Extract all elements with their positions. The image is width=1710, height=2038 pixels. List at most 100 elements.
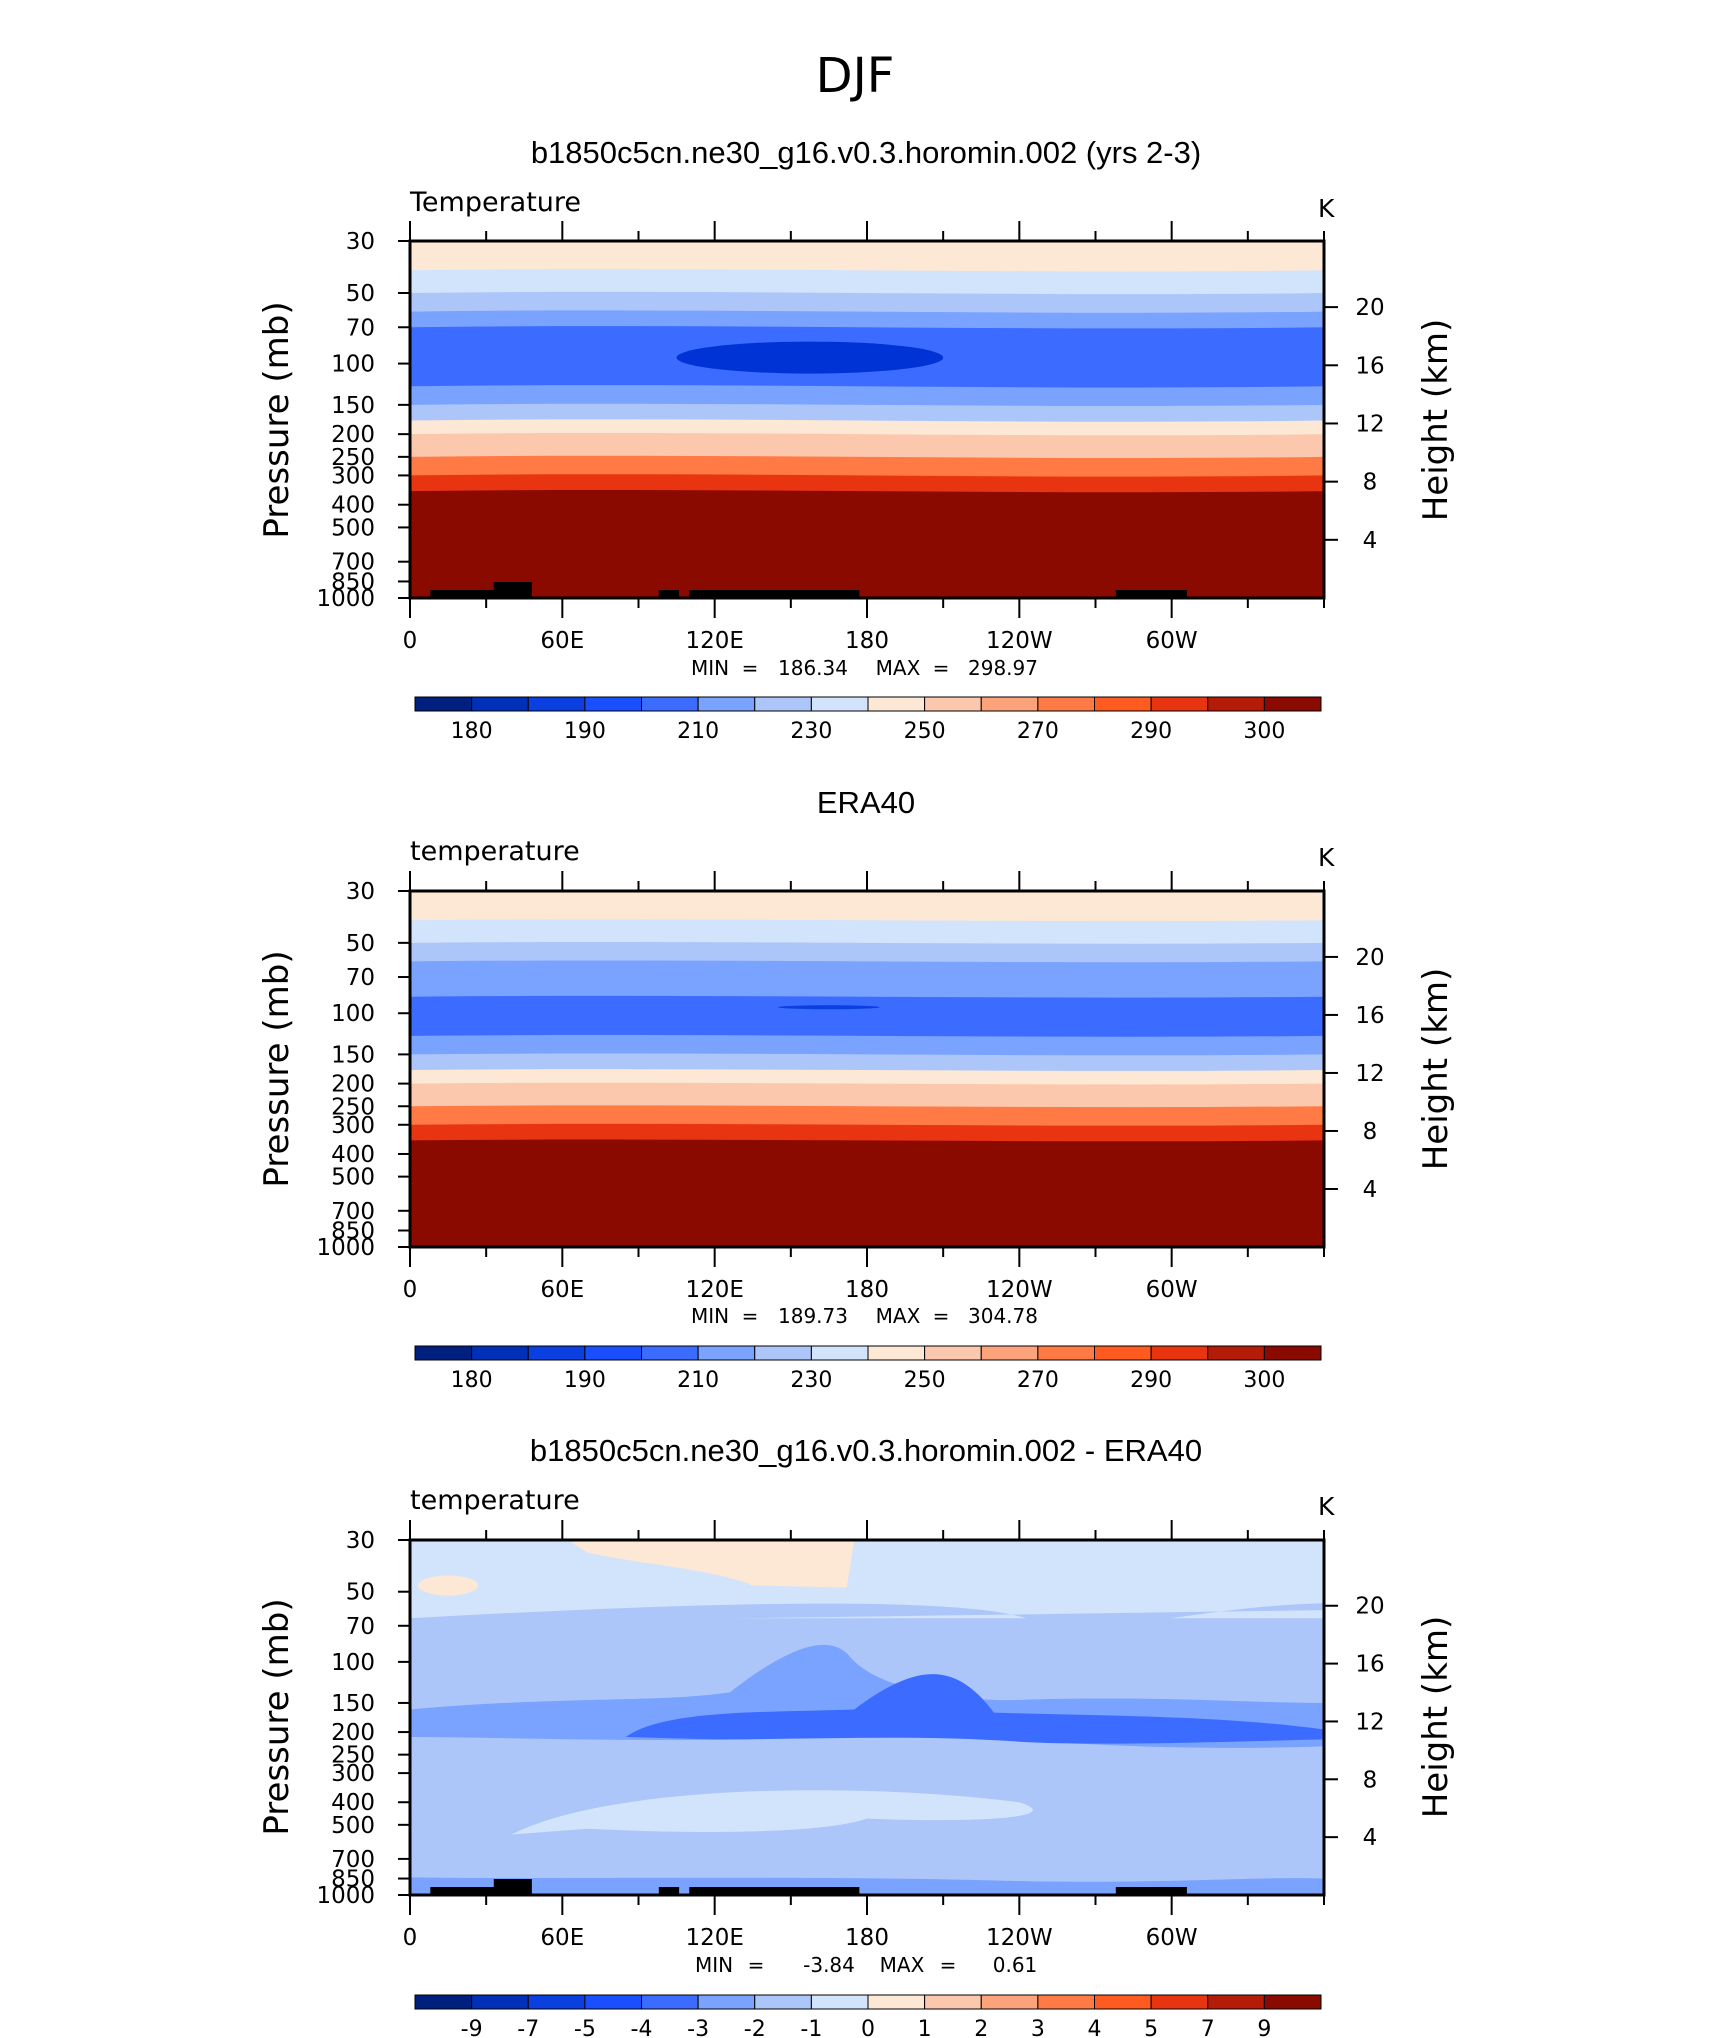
units-label: K — [1318, 843, 1335, 872]
temperature-band — [410, 960, 1324, 980]
colorbar-swatch — [754, 1345, 812, 1361]
temperature-band — [410, 1165, 1324, 1179]
y2-tick-label: 20 — [1355, 295, 1384, 321]
cold-anomaly — [778, 1005, 880, 1010]
temperature-band — [410, 362, 1324, 389]
colorbar-label: 290 — [1130, 719, 1172, 744]
stats-line: MIN = 186.34 MAX = 298.97 — [691, 656, 1038, 680]
y2-axis-title: Height (km) — [1416, 1616, 1456, 1819]
colorbar-label: 4 — [1088, 2017, 1102, 2038]
y-tick-label: 700 — [331, 550, 375, 576]
orography-mask — [430, 1887, 507, 1895]
temperature-band — [410, 419, 1324, 437]
max-equals: = — [933, 1304, 950, 1328]
y-tick-label: 150 — [331, 393, 375, 419]
variable-label: Temperature — [409, 187, 581, 218]
colorbar-label: 2 — [974, 2017, 988, 2038]
colorbar-swatch — [1207, 696, 1265, 712]
colorbar-swatch — [414, 1345, 473, 1361]
y2-axis-ticks: 20 16 12 8 4 — [1324, 295, 1385, 554]
colorbar-swatch — [1037, 696, 1095, 712]
y-tick-label: 850 — [331, 569, 375, 595]
colorbar-swatch — [924, 1994, 982, 2010]
colorbar-label: 230 — [790, 719, 832, 744]
colorbar-swatch — [810, 1994, 869, 2010]
orography-mask — [1115, 1887, 1187, 1895]
colorbar-label: 290 — [1130, 1368, 1172, 1393]
y-tick-label: 50 — [346, 931, 375, 957]
temperature-band — [410, 1220, 1324, 1233]
y2-tick-label: 8 — [1363, 1767, 1378, 1793]
colorbar-label: -1 — [800, 2017, 822, 2038]
contour-field — [410, 1540, 1324, 1895]
colorbar-swatch — [1150, 1994, 1209, 2010]
x-tick-label: 60W — [1146, 628, 1198, 654]
y-tick-label: 200 — [331, 1720, 375, 1746]
y-tick-label: 500 — [331, 1813, 375, 1839]
min-equals: = — [742, 656, 759, 680]
colorbar-swatch — [527, 1345, 586, 1361]
panel-title: b1850c5cn.ne30_g16.v0.3.horomin.002 (yrs… — [531, 135, 1201, 170]
y-tick-label: 150 — [331, 1042, 375, 1068]
max-equals: = — [940, 1953, 957, 1977]
y-tick-label: 250 — [331, 445, 375, 471]
colorbar-label: 210 — [677, 719, 719, 744]
y2-tick-label: 12 — [1355, 1061, 1384, 1087]
colorbar-swatch — [1207, 1994, 1265, 2010]
x-tick-label: 120E — [685, 1277, 743, 1303]
colorbar-label: 180 — [451, 719, 493, 744]
panel-difference: b1850c5cn.ne30_g16.v0.3.horomin.002 - ER… — [257, 1433, 1456, 2038]
colorbar-label: 7 — [1201, 2017, 1215, 2038]
colorbar-label: 270 — [1017, 1368, 1059, 1393]
colorbar-swatch — [1263, 1994, 1322, 2010]
x-tick-label: 120E — [685, 1925, 743, 1951]
y2-tick-label: 20 — [1355, 1594, 1384, 1620]
colorbar-label: 190 — [564, 1368, 606, 1393]
colorbar-swatch — [924, 696, 982, 712]
colorbar-label: 180 — [451, 1368, 493, 1393]
y-tick-label: 150 — [331, 1691, 375, 1717]
colorbar-swatch — [697, 1994, 756, 2010]
colorbar-label: 0 — [861, 2017, 875, 2038]
y-tick-label: 700 — [331, 1199, 375, 1225]
temperature-band — [410, 1053, 1324, 1073]
temperature-band — [410, 1139, 1324, 1157]
units-label: K — [1318, 194, 1335, 223]
min-value: 186.34 — [778, 656, 848, 680]
colorbar: 180 190 210 230 250 270 290 300 — [414, 696, 1322, 744]
temperature-band — [410, 291, 1324, 314]
colorbar-swatch — [414, 1994, 473, 2010]
y-tick-label: 50 — [346, 281, 375, 307]
temperature-band — [410, 891, 1324, 923]
y-axis-title: Pressure (mb) — [257, 1598, 297, 1835]
temperature-band — [410, 455, 1324, 478]
colorbar-swatch — [641, 1345, 699, 1361]
orography-mask — [1115, 590, 1187, 598]
colorbar-swatch — [414, 696, 473, 712]
orography-mask — [689, 590, 860, 598]
orography-mask — [430, 590, 507, 598]
y2-tick-label: 8 — [1363, 1119, 1378, 1145]
cold-anomaly — [676, 341, 944, 374]
y-tick-label: 100 — [331, 1001, 375, 1027]
x-tick-label: 60W — [1146, 1277, 1198, 1303]
variable-label: temperature — [410, 1485, 580, 1516]
max-label: MAX — [876, 656, 921, 680]
y-tick-label: 100 — [331, 352, 375, 378]
temperature-band — [410, 403, 1324, 423]
colorbar-label: 1 — [918, 2017, 932, 2038]
temperature-band — [410, 503, 1324, 520]
temperature-band — [410, 544, 1324, 565]
y2-tick-label: 20 — [1355, 945, 1384, 971]
orography-mask — [658, 590, 680, 598]
colorbar-label: -3 — [687, 2017, 709, 2038]
x-tick-label: 60W — [1146, 1925, 1198, 1951]
figure-title: DJF — [816, 48, 895, 104]
x-axis-ticks: 0 60E 120E 180 120W 60W — [403, 1520, 1325, 1951]
colorbar-swatch — [754, 696, 812, 712]
y-tick-label: 70 — [346, 315, 375, 341]
min-equals: = — [742, 1304, 759, 1328]
y-tick-label: 400 — [331, 493, 375, 519]
contour-field — [410, 891, 1324, 1247]
